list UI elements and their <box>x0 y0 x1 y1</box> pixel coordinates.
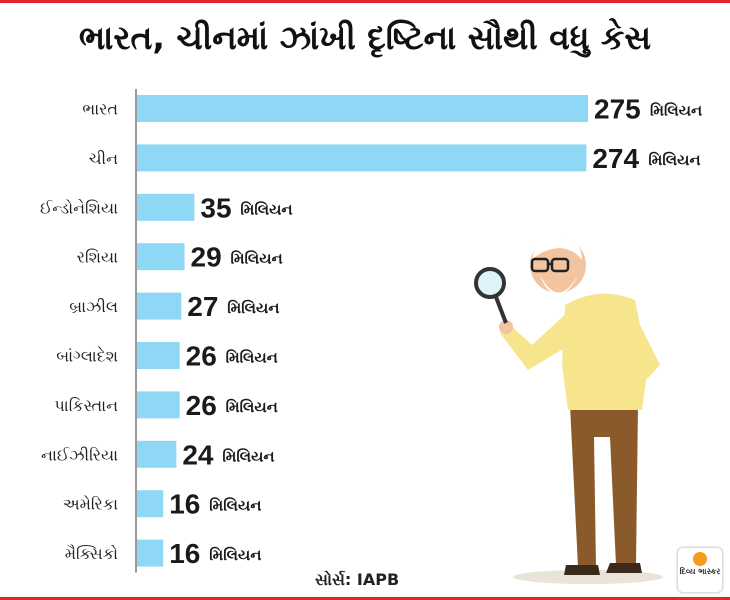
category-label: બ્રાઝીલ <box>69 297 118 316</box>
logo-sun-icon <box>693 552 707 566</box>
bar <box>137 95 588 122</box>
value-label: 35 <box>200 192 231 223</box>
unit-label: મિલિયન <box>648 151 700 169</box>
category-label: ઈન્ડોનેશિયા <box>40 198 118 217</box>
category-label: મૈક્સિકો <box>65 544 118 563</box>
logo-text: દિવ્ય ભાસ્કર <box>679 567 721 576</box>
unit-label: મિલિયન <box>226 398 278 416</box>
bar <box>137 292 182 320</box>
divya-bhaskar-logo: દિવ્ય ભાસ્કર <box>677 547 723 593</box>
value-label: 29 <box>191 242 222 273</box>
unit-label: મિલિયન <box>209 546 261 564</box>
chart-title: ભારત, ચીનમાં ઝાંખી દૃષ્ટિના સૌથી વધુ કેસ <box>78 18 652 57</box>
bar <box>137 243 185 271</box>
value-label: 27 <box>187 291 218 322</box>
category-label: પાકિસ્તાન <box>54 396 118 415</box>
category-label: નાઈઝીરિયા <box>41 445 118 464</box>
bar <box>137 539 164 567</box>
category-label: બાંગ્લાદેશ <box>56 346 118 366</box>
bar <box>137 391 180 419</box>
value-label: 24 <box>182 439 214 470</box>
bar <box>137 193 195 221</box>
unit-label: મિલિયન <box>222 447 274 465</box>
category-label: ચીન <box>89 149 118 168</box>
value-label: 26 <box>186 341 217 372</box>
top-border <box>0 0 730 3</box>
value-label: 16 <box>169 489 200 520</box>
category-label: રશિયા <box>77 248 118 267</box>
bar <box>137 490 164 518</box>
unit-label: મિલિયન <box>650 102 702 120</box>
bottom-border <box>0 597 730 600</box>
unit-label: મિલિયન <box>240 200 292 218</box>
value-label: 16 <box>169 538 200 569</box>
value-label: 26 <box>186 390 217 421</box>
unit-label: મિલિયન <box>226 349 278 367</box>
category-label: ભારત <box>82 100 118 119</box>
bar <box>137 144 587 172</box>
source-label: સોર્સ: IAPB <box>315 570 400 589</box>
bar <box>137 440 177 468</box>
value-label: 274 <box>592 143 639 174</box>
value-label: 275 <box>594 94 641 125</box>
old-man-with-magnifier-illustration <box>474 236 663 584</box>
category-label: અમેરિકા <box>63 495 118 514</box>
unit-label: મિલિયન <box>227 299 279 317</box>
bar <box>137 342 180 369</box>
unit-label: મિલિયન <box>231 250 283 268</box>
unit-label: મિલિયન <box>209 497 261 515</box>
